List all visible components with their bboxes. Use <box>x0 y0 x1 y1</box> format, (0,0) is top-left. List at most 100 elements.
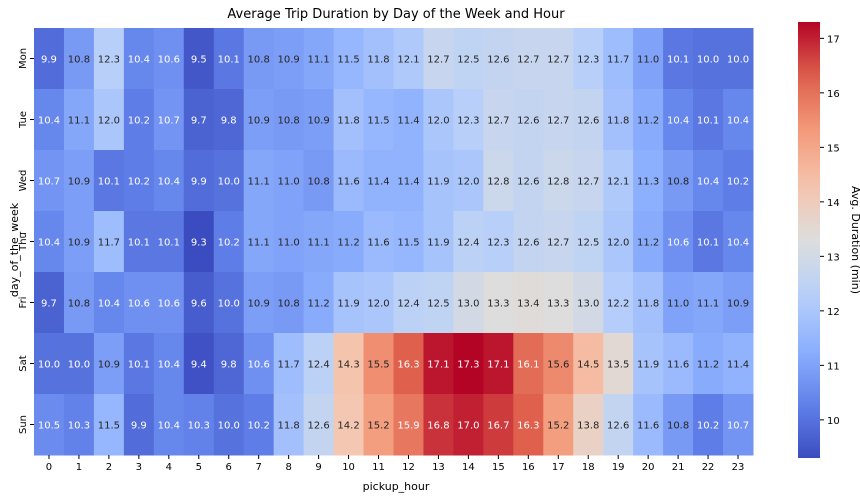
heatmap-cell <box>723 211 754 273</box>
heatmap-cell <box>453 333 484 395</box>
y-tick-label: Tue <box>18 111 29 129</box>
heatmap-cell <box>573 333 604 395</box>
cell-value-label: 10.0 <box>697 55 719 66</box>
cell-value-label: 11.4 <box>367 177 389 188</box>
cell-value-label: 10.4 <box>38 116 60 127</box>
cell-value-label: 12.0 <box>427 116 449 127</box>
x-tick-label: 20 <box>642 462 655 473</box>
heatmap-cell <box>183 394 215 456</box>
cell-value-label: 11.8 <box>337 116 359 127</box>
cell-value-label: 9.5 <box>191 55 207 66</box>
cell-value-label: 11.4 <box>397 116 419 127</box>
heatmap-cell <box>303 28 335 90</box>
cell-value-label: 10.6 <box>128 299 150 310</box>
heatmap-cell <box>633 150 664 212</box>
cell-value-label: 17.3 <box>457 360 479 371</box>
heatmap-cell <box>723 394 754 456</box>
x-tick-label: 19 <box>612 462 625 473</box>
heatmap-cell <box>243 272 275 334</box>
heatmap-cell <box>303 272 335 334</box>
x-tick-label: 11 <box>372 462 385 473</box>
x-tick-label: 9 <box>315 462 321 473</box>
cell-value-label: 10.1 <box>158 238 180 249</box>
cell-value-label: 13.0 <box>457 299 479 310</box>
heatmap-cell <box>93 150 125 212</box>
cell-value-label: 10.7 <box>158 116 180 127</box>
cell-value-label: 10.0 <box>218 299 240 310</box>
x-tick-label: 18 <box>582 462 595 473</box>
heatmap-cell <box>303 150 335 212</box>
heatmap-cell <box>543 272 574 334</box>
cell-value-label: 12.3 <box>457 116 479 127</box>
cell-value-label: 10.9 <box>98 360 120 371</box>
heatmap-cell <box>63 272 95 334</box>
cell-value-label: 9.6 <box>191 299 207 310</box>
heatmap-cell <box>393 333 424 395</box>
cell-value-label: 10.3 <box>188 421 210 432</box>
heatmap-cell <box>363 394 394 456</box>
heatmap-cell <box>513 89 544 151</box>
heatmap-cell <box>243 333 275 395</box>
cell-value-label: 12.6 <box>517 238 539 249</box>
heatmap-cell <box>303 211 335 273</box>
cell-value-label: 10.7 <box>727 421 749 432</box>
cell-value-label: 11.4 <box>727 360 749 371</box>
heatmap-cell <box>633 211 664 273</box>
cell-value-label: 12.2 <box>607 299 629 310</box>
heatmap-cell <box>63 394 95 456</box>
heatmap-cell <box>663 333 694 395</box>
heatmap-cell <box>543 150 574 212</box>
cell-value-label: 11.0 <box>667 299 689 310</box>
cell-value-label: 17.1 <box>427 360 449 371</box>
cell-value-label: 11.6 <box>337 177 359 188</box>
cell-value-label: 11.0 <box>278 238 300 249</box>
heatmap-cell <box>153 28 185 90</box>
heatmap-cell <box>123 150 155 212</box>
cell-value-label: 9.7 <box>191 116 207 127</box>
heatmap-cell <box>453 150 484 212</box>
heatmap-cell <box>603 333 634 395</box>
cell-value-label: 16.3 <box>517 421 539 432</box>
cell-value-label: 10.0 <box>38 360 60 371</box>
cell-value-label: 11.7 <box>278 360 300 371</box>
heatmap-cell <box>333 89 365 151</box>
cell-value-label: 12.4 <box>397 299 419 310</box>
cell-value-label: 10.8 <box>307 177 329 188</box>
cell-value-label: 11.2 <box>337 238 359 249</box>
x-tick-label: 14 <box>462 462 475 473</box>
heatmap-cell <box>34 333 65 395</box>
heatmap-cell <box>363 333 394 395</box>
cell-value-label: 10.6 <box>158 299 180 310</box>
heatmap-cell <box>123 28 155 90</box>
heatmap-cell <box>483 150 514 212</box>
heatmap-cell <box>573 394 604 456</box>
heatmap-cell <box>273 272 305 334</box>
x-tick-label: 22 <box>702 462 715 473</box>
cell-value-label: 11.1 <box>307 55 329 66</box>
heatmap-cell <box>633 333 664 395</box>
cell-value-label: 11.2 <box>697 360 719 371</box>
cell-value-label: 12.7 <box>547 238 569 249</box>
colorbar-tick-label: 10 <box>827 416 840 427</box>
heatmap-cell <box>183 211 215 273</box>
heatmap-cell <box>603 28 634 90</box>
x-tick-label: 16 <box>522 462 535 473</box>
heatmap-cell <box>663 89 694 151</box>
cell-value-label: 12.7 <box>547 55 569 66</box>
heatmap-cell <box>153 272 185 334</box>
cell-value-label: 12.5 <box>427 299 449 310</box>
cell-value-label: 10.6 <box>158 55 180 66</box>
colorbar-tick-label: 11 <box>827 361 840 372</box>
heatmap-cell <box>483 89 514 151</box>
heatmap-cell <box>243 394 275 456</box>
heatmap-cell <box>123 272 155 334</box>
heatmap-cell <box>34 211 65 273</box>
heatmap-cell <box>573 272 604 334</box>
x-tick-label: 4 <box>166 462 172 473</box>
cell-value-label: 10.1 <box>697 116 719 127</box>
x-tick-label: 7 <box>256 462 262 473</box>
heatmap-cell <box>573 89 604 151</box>
heatmap-cell <box>573 150 604 212</box>
cell-value-label: 10.9 <box>248 116 270 127</box>
heatmap-cell <box>213 150 245 212</box>
